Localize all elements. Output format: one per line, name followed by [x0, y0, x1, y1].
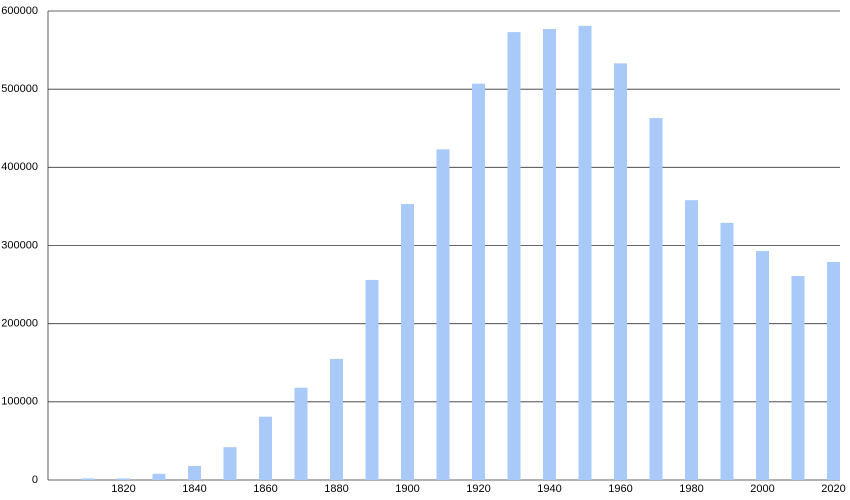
bar — [117, 478, 130, 480]
x-tick-label: 1860 — [253, 483, 277, 495]
bar — [507, 32, 521, 480]
x-tick-label: 1820 — [111, 483, 135, 495]
x-tick-label: 1840 — [182, 483, 206, 495]
bar — [365, 279, 379, 480]
x-tick-label: 2000 — [750, 483, 774, 495]
bar — [827, 261, 840, 480]
bar — [188, 465, 201, 480]
x-tick-label: 1960 — [608, 483, 632, 495]
bar — [756, 250, 769, 480]
bar — [436, 149, 450, 481]
bar — [543, 28, 556, 480]
bar — [649, 118, 663, 481]
x-tick-label: 2020 — [821, 483, 845, 495]
bar — [614, 63, 627, 480]
bar — [223, 447, 237, 480]
y-tick-label: 300000 — [1, 239, 38, 251]
bar — [152, 473, 166, 480]
x-tick-label: 1880 — [324, 483, 348, 495]
y-tick-label: 0 — [32, 474, 38, 486]
bar — [294, 387, 308, 480]
bar — [578, 25, 592, 481]
bar — [81, 478, 95, 480]
bar — [720, 222, 734, 480]
bar — [791, 275, 805, 480]
bar — [472, 83, 485, 480]
x-tick-label: 1920 — [466, 483, 490, 495]
x-tick-label: 1980 — [679, 483, 703, 495]
y-tick-label: 200000 — [1, 318, 38, 330]
x-tick-label: 1900 — [395, 483, 419, 495]
y-tick-label: 100000 — [1, 396, 38, 408]
y-tick-label: 500000 — [1, 83, 38, 95]
bar — [685, 200, 698, 480]
bar — [259, 416, 272, 480]
bar — [401, 204, 414, 481]
y-tick-label: 600000 — [1, 5, 38, 17]
bar — [330, 358, 343, 480]
y-tick-label: 400000 — [1, 161, 38, 173]
x-tick-label: 1940 — [537, 483, 561, 495]
